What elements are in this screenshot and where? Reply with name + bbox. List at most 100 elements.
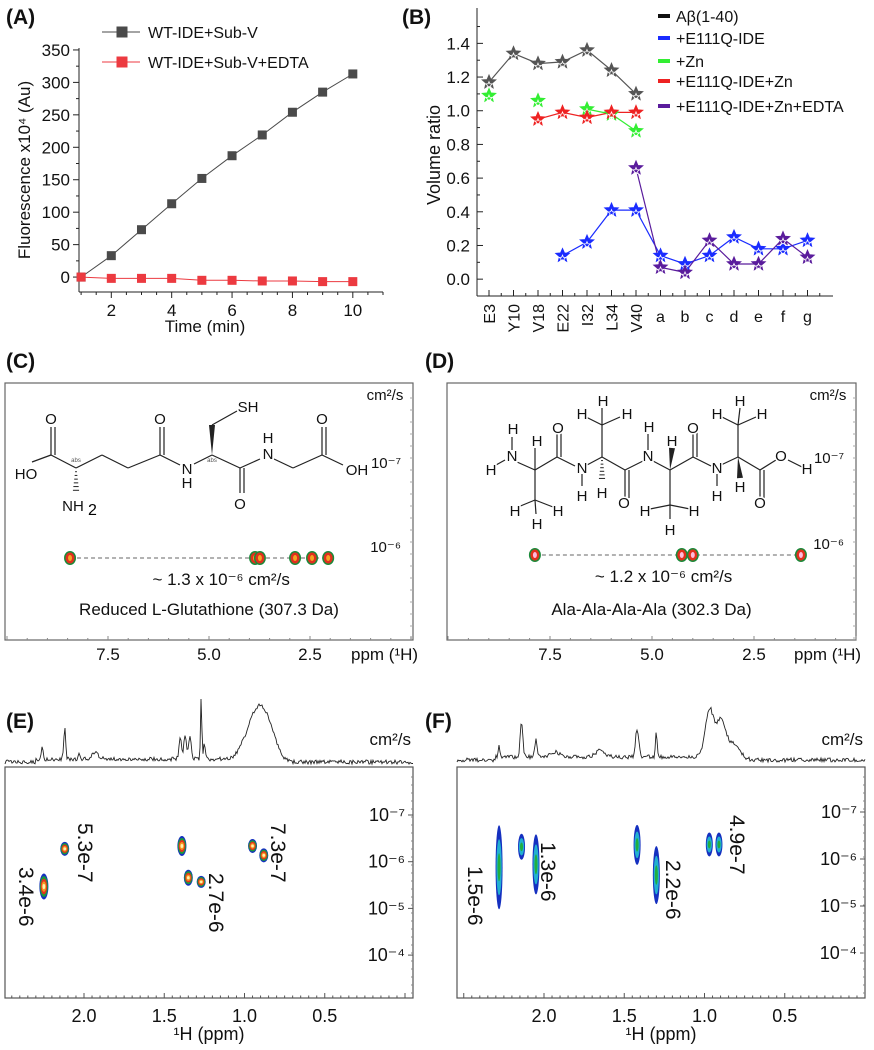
data-point — [76, 272, 86, 282]
panel-c-chart: 7.5 5.0 2.5 ppm (¹H) cm²/s 10⁻⁷ 10⁻⁶ ~ 1.3 x 10… — [4, 382, 418, 664]
legend-swatch — [658, 36, 670, 40]
bond — [516, 461, 536, 471]
star-marker-highlight — [631, 92, 641, 101]
y-tick-label: 0.0 — [446, 270, 470, 289]
y-tick-label: 150 — [42, 171, 70, 190]
diffusion-value-label: 7.3e-7 — [266, 823, 289, 883]
data-point — [287, 107, 297, 117]
data-point — [106, 273, 116, 283]
y-tick-label: 10⁻⁴ — [820, 943, 857, 963]
bond — [31, 454, 52, 463]
star-marker-highlight — [631, 166, 641, 175]
x-tick-label: 8 — [288, 301, 297, 320]
atom-label: H — [644, 419, 655, 436]
atom-label: H — [486, 462, 497, 479]
data-point — [136, 273, 146, 283]
peak-contour — [180, 843, 184, 848]
star-marker-highlight — [778, 247, 788, 256]
atom-label: OH — [346, 462, 369, 479]
peak-contour — [497, 853, 501, 882]
x-axis-title: ¹H (ppm) — [174, 1024, 245, 1044]
x-tick-label: c — [706, 309, 714, 326]
wedge-bond — [737, 457, 743, 479]
x-tick-label: 2.5 — [298, 645, 322, 664]
x-tick-label: V40 — [629, 304, 646, 333]
y-tick-label: 1.2 — [446, 68, 470, 87]
atom-label: H — [802, 461, 813, 478]
diffusion-value-label: 2.2e-6 — [661, 860, 684, 920]
y-tick-label: 10⁻⁴ — [368, 945, 405, 965]
atom-label: O — [618, 495, 630, 512]
panel-f-chart: cm²/s 2.0 1.5 1.0 0.5 ¹H (ppm) 10⁻⁷ 10⁻⁶ 10⁻⁵ 10⁻… — [456, 706, 866, 1044]
bond — [534, 499, 537, 515]
atom-label: H — [510, 503, 521, 520]
atom-label: O — [754, 495, 766, 512]
atom-label: H — [735, 393, 746, 410]
star-marker-highlight — [729, 262, 739, 271]
data-point — [197, 173, 207, 183]
diffusion-value-label: 4.9e-7 — [725, 815, 748, 875]
bond — [652, 460, 671, 471]
bond — [273, 458, 294, 469]
compound-name: Reduced L-Glutathione (307.3 Da) — [79, 600, 339, 619]
x-tick-label: L34 — [605, 304, 622, 331]
y-tick-label: 10⁻⁷ — [369, 805, 405, 825]
x-tick-label: 2.5 — [742, 645, 766, 664]
star-marker-highlight — [582, 48, 592, 57]
star-marker-highlight — [803, 238, 812, 248]
panel-label-f: (F) — [425, 710, 452, 733]
data-point — [257, 276, 267, 286]
atom-label: O — [316, 411, 328, 428]
star-marker-highlight — [484, 80, 494, 89]
bond — [321, 454, 344, 466]
data-point — [348, 277, 358, 287]
bond — [101, 454, 129, 469]
star-marker-highlight — [607, 68, 616, 77]
legend-label: +E111Q-IDE+Zn+EDTA — [676, 99, 844, 116]
atom-label: H — [532, 516, 543, 533]
atom-label: H — [640, 503, 651, 520]
atom-label: H — [757, 406, 768, 423]
atom-label: 2 — [88, 502, 97, 519]
bond — [50, 454, 77, 469]
diffusion-value-label: 5.3e-7 — [73, 823, 96, 883]
peak-contour — [707, 840, 711, 849]
panel-d-chart: 7.5 5.0 2.5 ppm (¹H) cm²/s 10⁻⁷ 10⁻⁶ ~ 1.2 x 10… — [446, 382, 861, 664]
atom-label: H — [712, 406, 723, 423]
plot-frame — [456, 766, 866, 999]
x-tick-label: 0.5 — [312, 1006, 337, 1026]
y-tick-label: 1.4 — [446, 34, 470, 53]
x-tick-label: 5.0 — [197, 645, 221, 664]
star-marker-highlight — [705, 254, 714, 263]
peak-contour — [717, 840, 721, 849]
bond — [159, 454, 181, 466]
peak-contour — [654, 865, 658, 885]
x-tick-label: 2 — [107, 301, 116, 320]
x-axis-title: ppm (¹H) — [351, 645, 418, 664]
peak-contour — [635, 838, 639, 852]
peak-contour — [326, 555, 331, 561]
y-tick-label: 0.6 — [446, 169, 470, 188]
data-point — [227, 151, 237, 161]
bond — [556, 456, 576, 467]
panel-a-chart: 0 50 100 150 200 250 300 350 2 4 6 8 10 Time (min) Flu… — [15, 25, 384, 336]
y-tick-label: 0.2 — [446, 236, 470, 255]
y-tick-label: 0.8 — [446, 135, 470, 154]
diffusion-annotation: ~ 1.2 x 10⁻⁶ cm²/s — [595, 567, 732, 586]
atom-label: H — [712, 488, 723, 505]
bond — [787, 459, 803, 468]
star-marker-highlight — [607, 110, 616, 120]
y-tick-label: 10⁻⁷ — [821, 802, 857, 822]
legend-swatch — [658, 79, 670, 83]
atom-label: O — [154, 411, 166, 428]
atom-label: H — [553, 503, 564, 520]
diffusion-value-label: 3.4e-6 — [14, 867, 37, 927]
peak-contour — [262, 853, 266, 857]
atom-label: O — [234, 496, 246, 513]
x-tick-label: 2.0 — [71, 1006, 96, 1026]
atom-label: N — [712, 460, 723, 477]
panel-label-a: (A) — [6, 6, 35, 29]
atom-label: H — [263, 430, 274, 447]
peak-contour — [310, 555, 315, 561]
wedge-bond — [669, 447, 675, 470]
